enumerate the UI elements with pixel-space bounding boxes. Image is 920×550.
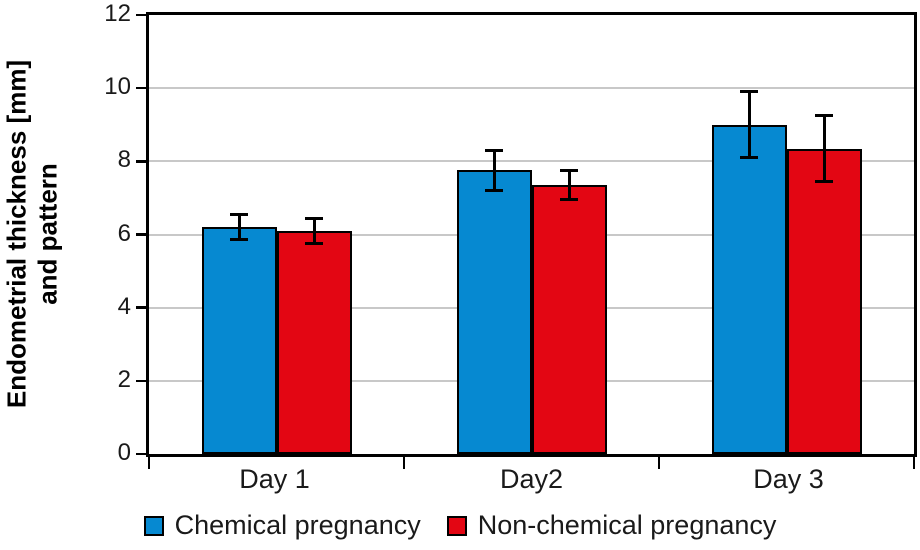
error-bar-non-chemical-2 xyxy=(567,170,571,200)
error-bar-non-chemical-3 xyxy=(822,115,826,182)
bar-chemical-2 xyxy=(456,170,532,454)
bar-chemical-3 xyxy=(711,124,787,454)
y-tick-label-2: 2 xyxy=(117,365,131,393)
error-cap-top xyxy=(560,168,578,172)
error-bar-chemical-1 xyxy=(237,214,241,240)
gridline-y10 xyxy=(149,87,914,90)
error-cap-bottom xyxy=(815,179,833,183)
legend-label-non-chemical: Non-chemical pregnancy xyxy=(477,510,777,540)
error-cap-top xyxy=(485,148,503,152)
y-tick-mark-12 xyxy=(136,13,146,17)
error-cap-bottom xyxy=(305,242,323,246)
legend: Chemical pregnancy Non-chemical pregnanc… xyxy=(0,510,920,541)
error-cap-top xyxy=(815,114,833,118)
x-tick-mark-2 xyxy=(657,456,661,469)
bar-non-chemical-3 xyxy=(786,148,862,454)
error-cap-bottom xyxy=(485,189,503,193)
y-tick-mark-4 xyxy=(136,306,146,309)
y-tick-label-8: 8 xyxy=(117,146,131,174)
y-axis-title: Endometrial thickness [mm] and pattern xyxy=(1,60,62,408)
gridline-y8 xyxy=(149,160,914,163)
legend-swatch-non-chemical-icon xyxy=(446,515,467,536)
error-cap-top xyxy=(740,90,758,94)
x-tick-mark-1 xyxy=(402,456,406,469)
y-tick-label-12: 12 xyxy=(104,0,131,27)
error-bar-chemical-2 xyxy=(492,150,496,191)
legend-item-chemical: Chemical pregnancy xyxy=(143,510,421,541)
x-tick-mark-3 xyxy=(912,456,916,469)
y-tick-label-6: 6 xyxy=(117,219,131,247)
y-tick-label-10: 10 xyxy=(104,73,131,101)
error-cap-bottom xyxy=(740,156,758,160)
bar-non-chemical-2 xyxy=(531,185,607,454)
legend-label-chemical: Chemical pregnancy xyxy=(174,510,421,540)
y-tick-mark-10 xyxy=(136,86,146,90)
error-bar-chemical-3 xyxy=(747,91,751,158)
y-axis-title-line2: and pattern xyxy=(32,163,62,305)
x-axis-labels: Day 1 Day2 Day 3 xyxy=(146,464,917,495)
y-tick-label-0: 0 xyxy=(117,439,131,466)
y-tick-mark-2 xyxy=(136,379,146,383)
error-cap-bottom xyxy=(560,198,578,202)
x-tick-label-day2: Day2 xyxy=(499,464,564,494)
y-tick-label-4: 4 xyxy=(117,292,131,320)
error-bar-non-chemical-1 xyxy=(312,218,316,244)
y-tick-mark-6 xyxy=(136,233,146,236)
bar-non-chemical-1 xyxy=(276,230,352,454)
plot-area: 0 2 4 6 8 10 12 xyxy=(104,0,917,469)
plot-inner: 0 2 4 6 8 10 12 xyxy=(104,0,916,469)
error-cap-top xyxy=(230,212,248,216)
x-tick-mark-0 xyxy=(147,456,151,469)
error-cap-bottom xyxy=(230,238,248,242)
y-axis-title-line1: Endometrial thickness [mm] xyxy=(1,59,32,409)
x-tick-label-day1: Day 1 xyxy=(239,464,310,494)
x-tick-label-day3: Day 3 xyxy=(753,464,824,494)
legend-item-non-chemical: Non-chemical pregnancy xyxy=(446,510,777,541)
y-tick-mark-0 xyxy=(136,452,146,456)
legend-swatch-chemical-icon xyxy=(143,515,164,536)
y-tick-mark-8 xyxy=(136,160,146,163)
error-cap-top xyxy=(305,216,323,220)
bar-chemical-1 xyxy=(201,227,277,454)
